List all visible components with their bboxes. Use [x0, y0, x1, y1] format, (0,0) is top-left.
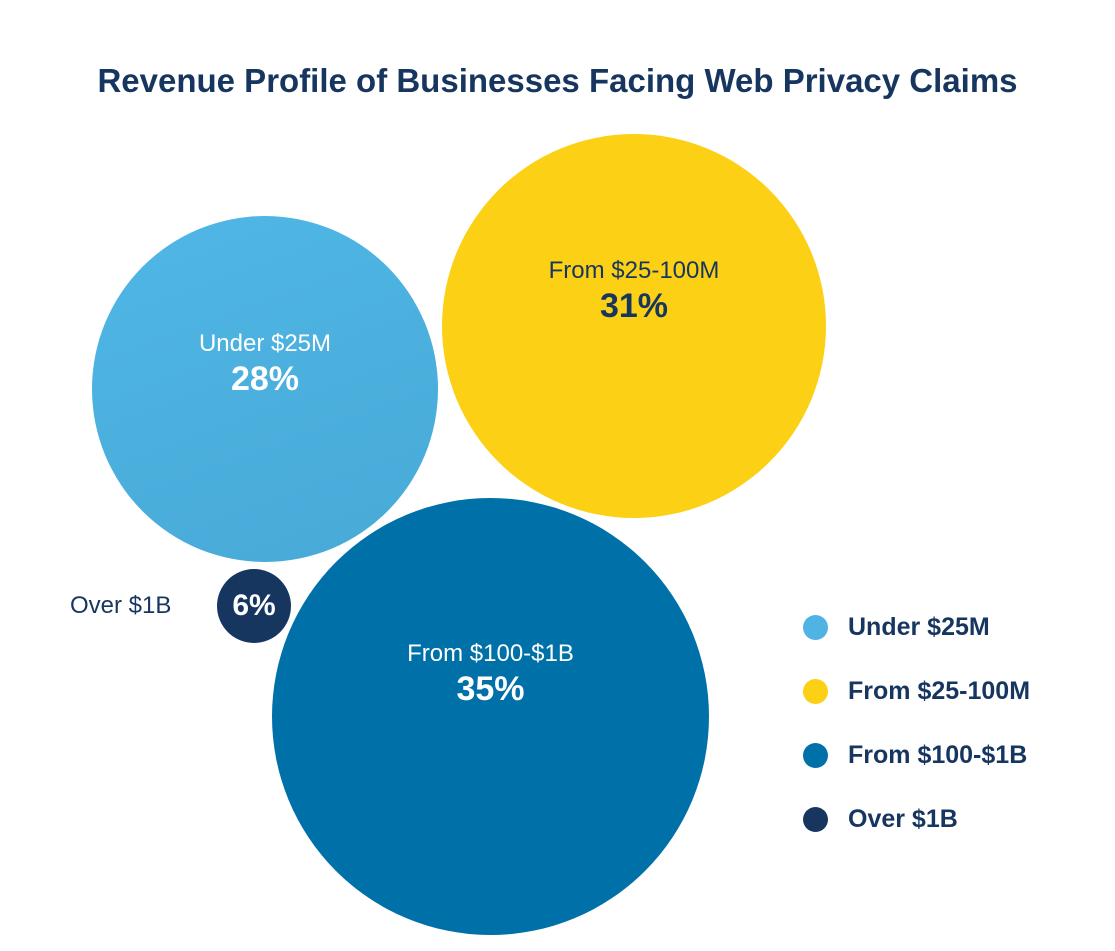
bubble-label: Under $25M	[198, 330, 332, 357]
bubble-100m-1b: From $100-$1B 35%	[272, 498, 709, 935]
bubble-external-label: Over $1B	[70, 592, 172, 619]
bubble-label: From $100-$1B	[407, 639, 574, 667]
chart-title: Revenue Profile of Businesses Facing Web…	[97, 62, 1018, 99]
bubble-value: 31%	[599, 287, 669, 325]
legend-dot-icon	[803, 614, 828, 640]
bubble-value: 35%	[456, 669, 525, 708]
legend: Under $25M From $25-100M From $100-$1B O…	[803, 595, 1030, 851]
bubble-label: From $25-100M	[548, 257, 720, 284]
bubble-value: 28%	[230, 360, 300, 398]
legend-item: From $100-$1B	[803, 723, 1030, 787]
bubble-25-100m: From $25-100M 31%	[442, 134, 826, 518]
legend-item: From $25-100M	[803, 659, 1030, 723]
bubble-value: 6%	[232, 589, 276, 622]
legend-dot-icon	[803, 678, 828, 704]
bubble-under-25m: Under $25M 28%	[92, 216, 438, 562]
legend-label: From $25-100M	[848, 677, 1031, 705]
legend-label: Over $1B	[848, 805, 958, 833]
legend-dot-icon	[803, 806, 828, 832]
legend-label: Under $25M	[848, 613, 990, 641]
legend-item: Over $1B	[803, 787, 1030, 851]
legend-label: From $100-$1B	[848, 741, 1028, 769]
bubble-over-1b: 6%	[217, 569, 291, 643]
legend-item: Under $25M	[803, 595, 1030, 659]
legend-dot-icon	[803, 742, 828, 768]
